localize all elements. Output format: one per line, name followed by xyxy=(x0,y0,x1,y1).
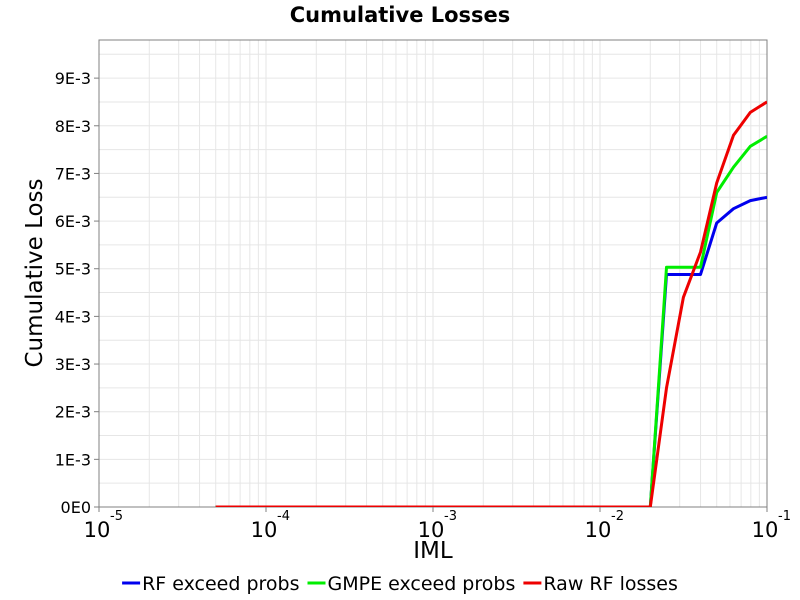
x-tick-exponent: -2 xyxy=(611,509,624,524)
y-tick-label: 1E-3 xyxy=(55,450,91,469)
grid xyxy=(99,40,767,507)
x-tick-label: 10 xyxy=(84,518,111,542)
y-tick-label: 6E-3 xyxy=(55,212,91,231)
series-line-1 xyxy=(215,195,767,507)
legend: RF exceed probs GMPE exceed probs Raw RF l… xyxy=(122,573,678,595)
y-tick-label: 7E-3 xyxy=(55,164,91,183)
series-line-3 xyxy=(215,100,767,507)
x-axis-label: IML xyxy=(413,538,453,564)
x-axis-ticks: 10-510-410-310-210-1 xyxy=(84,507,791,542)
legend-label: Raw RF losses xyxy=(543,573,677,595)
x-tick-label: 10 xyxy=(418,518,445,542)
y-tick-label: 2E-3 xyxy=(55,403,91,422)
x-tick-exponent: -3 xyxy=(444,509,457,524)
y-tick-label: 5E-3 xyxy=(55,260,91,279)
y-axis-label: Cumulative Loss xyxy=(22,178,48,367)
x-tick-label: 10 xyxy=(752,518,779,542)
x-tick-label: 10 xyxy=(251,518,278,542)
legend-item: GMPE exceed probs xyxy=(307,573,516,595)
y-tick-label: 4E-3 xyxy=(55,307,91,326)
y-tick-label: 0E0 xyxy=(61,498,91,517)
series-lines xyxy=(215,100,767,507)
x-tick-label: 10 xyxy=(585,518,612,542)
chart-title: Cumulative Losses xyxy=(290,3,511,27)
x-tick-exponent: -1 xyxy=(778,509,791,524)
y-axis-ticks: 0E0 1E-3 2E-3 3E-3 4E-3 5E-3 6E-3 7E-3 8E-3 9E-3 xyxy=(55,69,99,517)
legend-item: Raw RF losses xyxy=(523,573,678,595)
legend-label: RF exceed probs xyxy=(142,573,299,595)
y-tick-label: 8E-3 xyxy=(55,117,91,136)
legend-label: GMPE exceed probs xyxy=(328,573,516,595)
series-line-2 xyxy=(215,135,767,507)
y-tick-label: 9E-3 xyxy=(55,69,91,88)
x-tick-exponent: -4 xyxy=(277,509,290,524)
y-tick-label: 3E-3 xyxy=(55,355,91,374)
legend-item: RF exceed probs xyxy=(122,573,300,595)
x-tick-exponent: -5 xyxy=(110,509,123,524)
